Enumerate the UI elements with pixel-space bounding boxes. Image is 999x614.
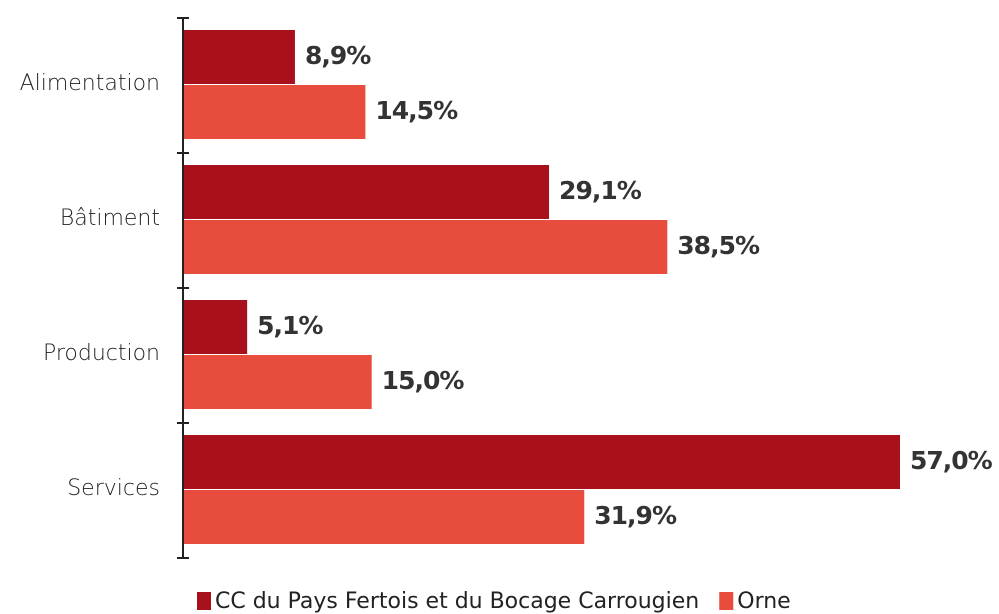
value-label: 5,1% bbox=[257, 311, 323, 340]
bar bbox=[183, 165, 550, 219]
bar bbox=[183, 85, 366, 139]
value-label: 29,1% bbox=[559, 176, 642, 205]
bar bbox=[183, 490, 585, 544]
legend-swatch bbox=[719, 592, 734, 610]
legend-swatch bbox=[197, 592, 211, 610]
category-label: Bâtiment bbox=[60, 206, 160, 231]
value-label: 14,5% bbox=[375, 96, 458, 125]
value-label: 15,0% bbox=[382, 366, 465, 395]
value-label: 31,9% bbox=[594, 501, 677, 530]
category-label: Production bbox=[43, 341, 160, 366]
value-label: 8,9% bbox=[305, 41, 371, 70]
legend-label: Orne bbox=[737, 589, 790, 614]
bar bbox=[183, 300, 248, 354]
bar bbox=[183, 435, 900, 489]
value-label: 57,0% bbox=[910, 446, 993, 475]
value-label: 38,5% bbox=[677, 231, 760, 260]
category-label: Services bbox=[67, 476, 160, 501]
bar bbox=[183, 30, 295, 84]
legend-label: CC du Pays Fertois et du Bocage Carrougi… bbox=[215, 589, 699, 614]
category-label: Alimentation bbox=[20, 71, 160, 96]
bar bbox=[183, 220, 668, 274]
bar bbox=[183, 355, 372, 409]
